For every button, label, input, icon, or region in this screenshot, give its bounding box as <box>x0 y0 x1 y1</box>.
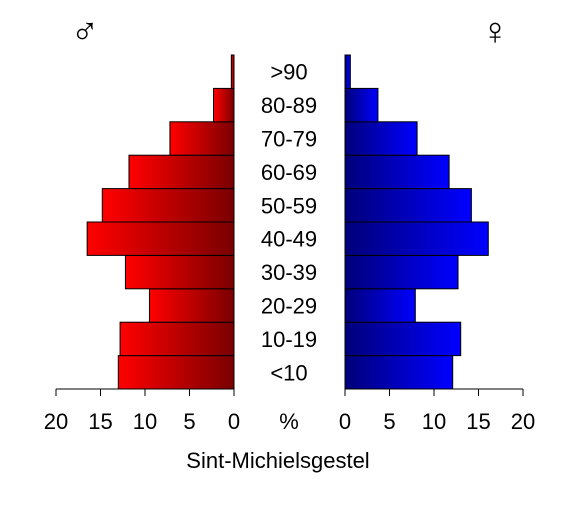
x-axes: 0 0 5 5 10 10 15 15 20 20 <box>44 388 535 434</box>
male-bar <box>128 154 235 190</box>
female-x-tick-label: 20 <box>511 409 535 434</box>
female-symbol-label: ♀ <box>481 11 510 53</box>
male-bar <box>230 54 235 89</box>
age-group-label: >90 <box>270 60 307 85</box>
age-group-label: 50-59 <box>261 193 317 218</box>
female-bar <box>344 121 418 156</box>
x-unit-label: % <box>279 409 299 434</box>
age-group-label: <10 <box>270 360 307 385</box>
age-group-label: 10-19 <box>261 327 317 352</box>
female-bar <box>344 355 454 390</box>
female-bar <box>344 254 459 290</box>
male-x-tick-label: 10 <box>133 409 157 434</box>
age-group-labels: <10 10-19 20-29 30-39 40-49 50-59 60-69 70-79 80… <box>261 60 317 386</box>
female-bar <box>344 288 416 323</box>
female-x-tick-label: 5 <box>383 409 395 434</box>
female-bar <box>344 188 472 223</box>
age-group-label: 30-39 <box>261 260 317 285</box>
age-group-label: 40-49 <box>261 227 317 252</box>
male-bar <box>117 355 235 390</box>
male-bar <box>101 188 235 223</box>
male-bar <box>86 221 235 256</box>
male-bar <box>119 321 235 357</box>
male-bar <box>124 254 235 290</box>
male-bars <box>86 54 235 390</box>
male-x-tick-label: 15 <box>88 409 112 434</box>
age-group-label: 80-89 <box>261 93 317 118</box>
female-bar <box>344 54 351 89</box>
male-x-tick-label: 5 <box>183 409 195 434</box>
x-axis-title: Sint-Michielsgestel <box>186 448 369 473</box>
male-symbol-label: ♂ <box>71 11 100 53</box>
male-bar <box>169 121 235 156</box>
female-x-tick-label: 0 <box>339 409 351 434</box>
age-group-label: 60-69 <box>261 160 317 185</box>
female-x-tick-label: 15 <box>466 409 490 434</box>
female-bar <box>344 221 489 256</box>
age-group-label: 20-29 <box>261 294 317 319</box>
male-x-tick-label: 20 <box>44 409 68 434</box>
female-bars <box>344 54 489 390</box>
age-group-label: 70-79 <box>261 127 317 152</box>
female-bar <box>344 154 450 190</box>
male-bar <box>213 87 235 123</box>
female-x-tick-label: 10 <box>422 409 446 434</box>
female-bar <box>344 87 379 123</box>
male-bar <box>148 288 235 323</box>
male-x-tick-label: 0 <box>228 409 240 434</box>
female-bar <box>344 321 462 357</box>
